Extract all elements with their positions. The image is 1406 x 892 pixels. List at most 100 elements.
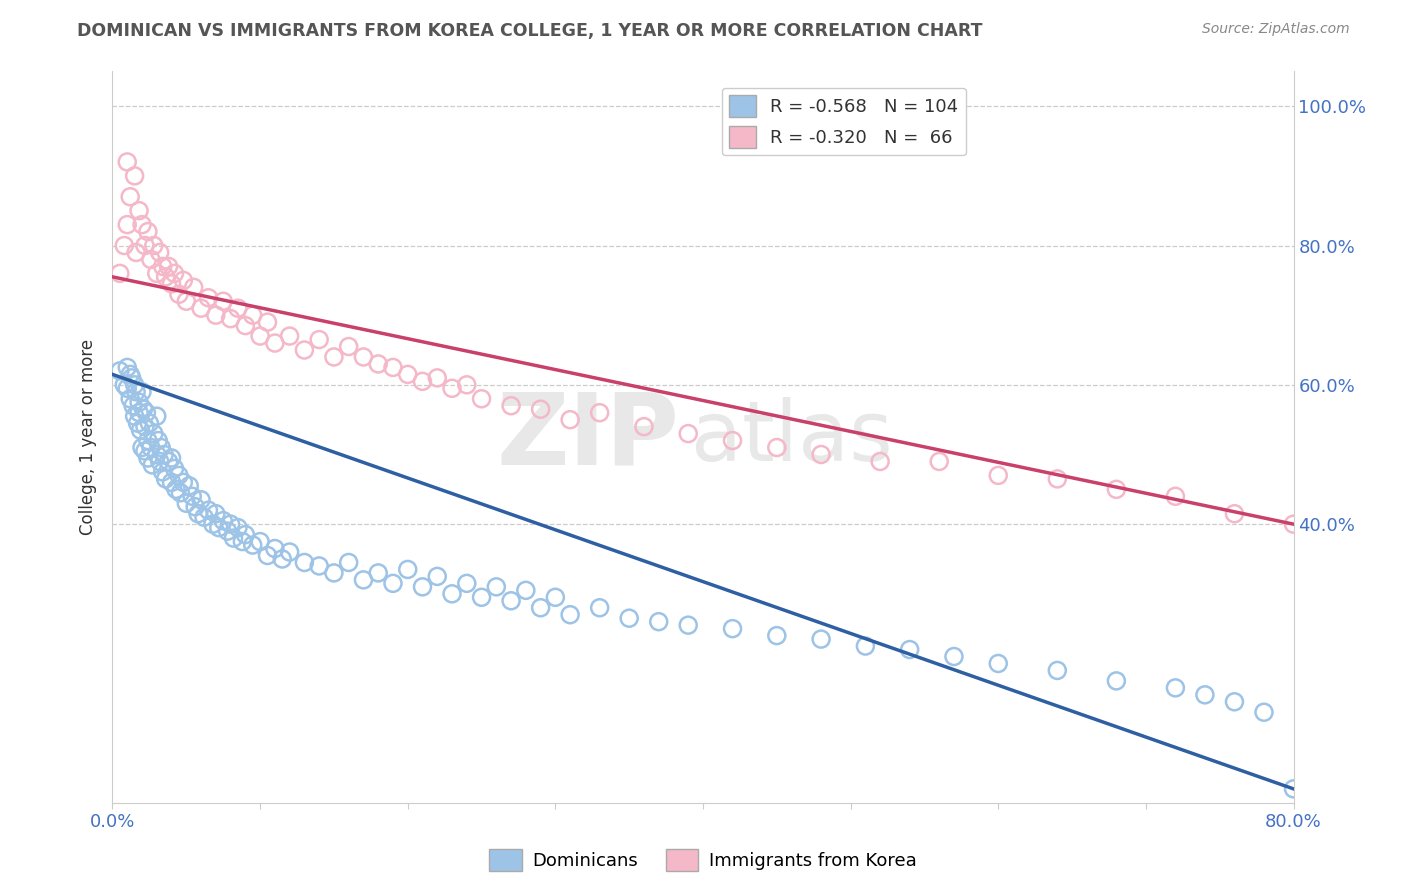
Text: ZIP: ZIP: [496, 389, 679, 485]
Point: [558, 607, 582, 622]
Point: [112, 238, 135, 252]
Point: [136, 434, 159, 448]
Point: [129, 423, 152, 437]
Point: [169, 485, 191, 500]
Text: atlas: atlas: [692, 397, 893, 477]
Point: [155, 472, 177, 486]
Legend: Dominicans, Immigrants from Korea: Dominicans, Immigrants from Korea: [482, 842, 924, 879]
Point: [124, 409, 146, 424]
Point: [149, 454, 172, 468]
Point: [149, 245, 172, 260]
Point: [810, 632, 832, 646]
Point: [411, 375, 433, 389]
Point: [367, 357, 389, 371]
Point: [1164, 681, 1187, 695]
Point: [1253, 705, 1275, 719]
Point: [292, 556, 315, 570]
Point: [132, 402, 155, 417]
Point: [233, 527, 256, 541]
Point: [139, 252, 162, 267]
Point: [411, 580, 433, 594]
Point: [678, 618, 700, 632]
Point: [153, 448, 176, 462]
Point: [157, 260, 180, 274]
Point: [183, 280, 205, 294]
Point: [515, 583, 537, 598]
Point: [766, 441, 789, 455]
Point: [264, 541, 287, 556]
Point: [172, 475, 194, 490]
Point: [1164, 489, 1187, 503]
Point: [1194, 688, 1216, 702]
Point: [396, 562, 419, 576]
Point: [987, 468, 1010, 483]
Point: [264, 336, 287, 351]
Point: [1282, 781, 1305, 796]
Point: [131, 441, 153, 455]
Point: [117, 381, 138, 395]
Point: [152, 465, 174, 479]
Point: [278, 329, 301, 343]
Point: [352, 573, 374, 587]
Point: [124, 169, 146, 183]
Point: [122, 399, 145, 413]
Point: [197, 291, 219, 305]
Point: [167, 287, 190, 301]
Point: [174, 496, 197, 510]
Point: [367, 566, 389, 580]
Point: [869, 454, 891, 468]
Point: [987, 657, 1010, 671]
Point: [308, 333, 330, 347]
Point: [721, 622, 744, 636]
Point: [128, 203, 150, 218]
Point: [201, 517, 224, 532]
Point: [222, 531, 245, 545]
Point: [139, 441, 162, 455]
Point: [157, 454, 180, 468]
Point: [127, 416, 149, 430]
Point: [1223, 695, 1246, 709]
Legend: R = -0.568   N = 104, R = -0.320   N =  66: R = -0.568 N = 104, R = -0.320 N = 66: [721, 87, 966, 155]
Point: [131, 384, 153, 399]
Point: [108, 364, 131, 378]
Point: [219, 517, 242, 532]
Point: [136, 450, 159, 465]
Point: [1046, 664, 1069, 678]
Point: [217, 524, 239, 538]
Point: [256, 315, 278, 329]
Point: [131, 218, 153, 232]
Y-axis label: College, 1 year or more: College, 1 year or more: [79, 339, 97, 535]
Point: [108, 266, 131, 280]
Point: [308, 558, 330, 573]
Point: [152, 260, 174, 274]
Point: [292, 343, 315, 357]
Point: [160, 475, 183, 490]
Point: [134, 419, 156, 434]
Point: [1046, 472, 1069, 486]
Point: [148, 434, 170, 448]
Text: Source: ZipAtlas.com: Source: ZipAtlas.com: [1202, 22, 1350, 37]
Point: [426, 371, 449, 385]
Text: DOMINICAN VS IMMIGRANTS FROM KOREA COLLEGE, 1 YEAR OR MORE CORRELATION CHART: DOMINICAN VS IMMIGRANTS FROM KOREA COLLE…: [77, 22, 983, 40]
Point: [146, 448, 169, 462]
Point: [212, 294, 235, 309]
Point: [208, 521, 231, 535]
Point: [337, 339, 360, 353]
Point: [124, 377, 146, 392]
Point: [529, 402, 551, 417]
Point: [942, 649, 965, 664]
Point: [184, 500, 207, 514]
Point: [160, 450, 183, 465]
Point: [544, 591, 567, 605]
Point: [134, 238, 156, 252]
Point: [242, 538, 264, 552]
Point: [219, 311, 242, 326]
Point: [226, 521, 249, 535]
Point: [456, 576, 478, 591]
Point: [619, 611, 641, 625]
Point: [128, 395, 150, 409]
Point: [382, 576, 405, 591]
Point: [271, 552, 294, 566]
Point: [150, 441, 173, 455]
Point: [766, 629, 789, 643]
